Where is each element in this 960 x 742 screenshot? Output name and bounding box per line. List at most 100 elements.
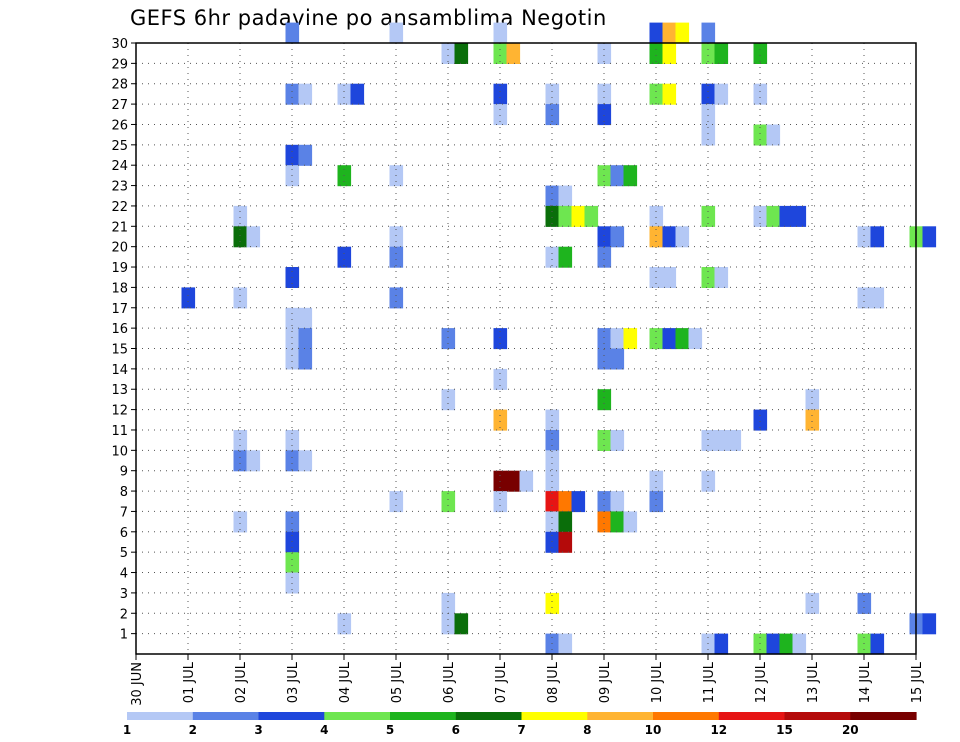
heatmap-cell [675, 22, 690, 44]
y-tick-label: 22 [111, 200, 128, 215]
y-tick-label: 18 [111, 281, 128, 296]
heatmap-cell [337, 246, 352, 268]
heatmap-cell [623, 511, 638, 533]
heatmap-cell [298, 83, 313, 105]
heatmap-cell [233, 450, 248, 472]
heatmap-cell [805, 592, 820, 614]
heatmap-cell [714, 267, 729, 288]
heatmap-cell [649, 226, 664, 248]
heatmap-cell [753, 43, 768, 64]
heatmap-cell [389, 287, 404, 309]
colorbar-label: 4 [320, 723, 328, 737]
y-tick-label: 8 [120, 485, 128, 500]
heatmap-cell [649, 205, 664, 227]
heatmap-cell [545, 491, 560, 513]
heatmap-cell [298, 328, 313, 350]
heatmap-cell [649, 328, 664, 350]
heatmap-cell [649, 22, 664, 44]
heatmap-cell [519, 470, 534, 492]
chart-title: GEFS 6hr padavine po ansamblima Negotin [130, 6, 607, 30]
heatmap-cell [298, 450, 313, 472]
heatmap-cell [441, 491, 456, 513]
x-tick-label: 06 JUL [442, 661, 457, 703]
heatmap-cell [597, 491, 612, 513]
y-tick-label: 29 [111, 57, 128, 72]
x-tick-label: 30 JUN [130, 662, 145, 706]
heatmap-cell [441, 613, 456, 635]
heatmap-cell [649, 491, 664, 513]
colorbar-swatch [192, 712, 260, 720]
colorbar-label: 20 [842, 723, 859, 737]
heatmap-cell [337, 613, 352, 635]
colorbar-swatch [521, 712, 588, 720]
y-tick-label: 24 [111, 159, 128, 174]
colorbar-label: 2 [189, 723, 197, 737]
heatmap-cell [701, 83, 716, 105]
heatmap-cell [922, 226, 937, 248]
heatmap-cell [701, 22, 716, 44]
x-tick-label: 13 JUL [806, 661, 821, 703]
heatmap-cell [779, 205, 794, 227]
heatmap-cell [493, 43, 508, 64]
heatmap-cell [610, 165, 625, 187]
heatmap-cell [597, 328, 612, 350]
heatmap-cell [922, 613, 937, 635]
x-tick-label: 05 JUL [390, 661, 405, 703]
heatmap-cell [701, 43, 716, 64]
heatmap-cell [610, 430, 625, 451]
heatmap-cell [584, 205, 599, 227]
heatmap-cell [454, 613, 469, 635]
heatmap-cell [597, 226, 612, 248]
heatmap-cell [766, 124, 781, 146]
heatmap-cell [233, 205, 248, 227]
heatmap-cell [649, 43, 664, 64]
heatmap-cells [181, 22, 937, 655]
heatmap-cell [701, 124, 716, 146]
heatmap-cell [233, 511, 248, 533]
x-tick-label: 07 JUL [494, 661, 509, 703]
heatmap-cell [233, 226, 248, 248]
heatmap-cell [337, 83, 352, 105]
heatmap-cell [675, 226, 690, 248]
heatmap-cell [649, 83, 664, 105]
heatmap-cell [753, 124, 768, 146]
heatmap-cell [545, 511, 560, 533]
heatmap-cell [454, 43, 469, 64]
heatmap-cell [285, 552, 300, 574]
heatmap-cell [181, 287, 196, 309]
colorbar-label: 10 [645, 723, 662, 737]
heatmap-cell [792, 633, 807, 655]
colorbar-label: 15 [776, 723, 793, 737]
heatmap-cell [662, 43, 677, 64]
heatmap-cell [870, 633, 885, 655]
heatmap-cell [753, 205, 768, 227]
heatmap-cell [298, 144, 313, 166]
heatmap-cell [597, 511, 612, 533]
heatmap-cell [233, 430, 248, 451]
y-tick-label: 23 [111, 180, 128, 195]
heatmap-cell [285, 83, 300, 105]
heatmap-cell [623, 165, 638, 187]
heatmap-cell [753, 409, 768, 431]
y-tick-label: 25 [111, 139, 128, 154]
heatmap-cell [441, 328, 456, 350]
colorbar-swatch [718, 712, 786, 720]
heatmap-cell [597, 43, 612, 64]
heatmap-cell [350, 83, 365, 105]
heatmap-cell [506, 43, 521, 64]
colorbar-label: 12 [710, 723, 727, 737]
heatmap-cell [805, 409, 820, 431]
heatmap-cell [870, 287, 885, 309]
heatmap-cell [597, 104, 612, 126]
colorbar-swatch [324, 712, 391, 720]
y-tick-label: 10 [111, 444, 128, 459]
heatmap-cell [662, 83, 677, 105]
heatmap-cell [441, 592, 456, 614]
colorbar-label: 6 [452, 723, 460, 737]
heatmap-cell [545, 104, 560, 126]
heatmap-cell [805, 389, 820, 411]
y-tick-label: 16 [111, 322, 128, 337]
heatmap-cell [389, 491, 404, 513]
x-tick-label: 01 JUL [182, 661, 197, 703]
